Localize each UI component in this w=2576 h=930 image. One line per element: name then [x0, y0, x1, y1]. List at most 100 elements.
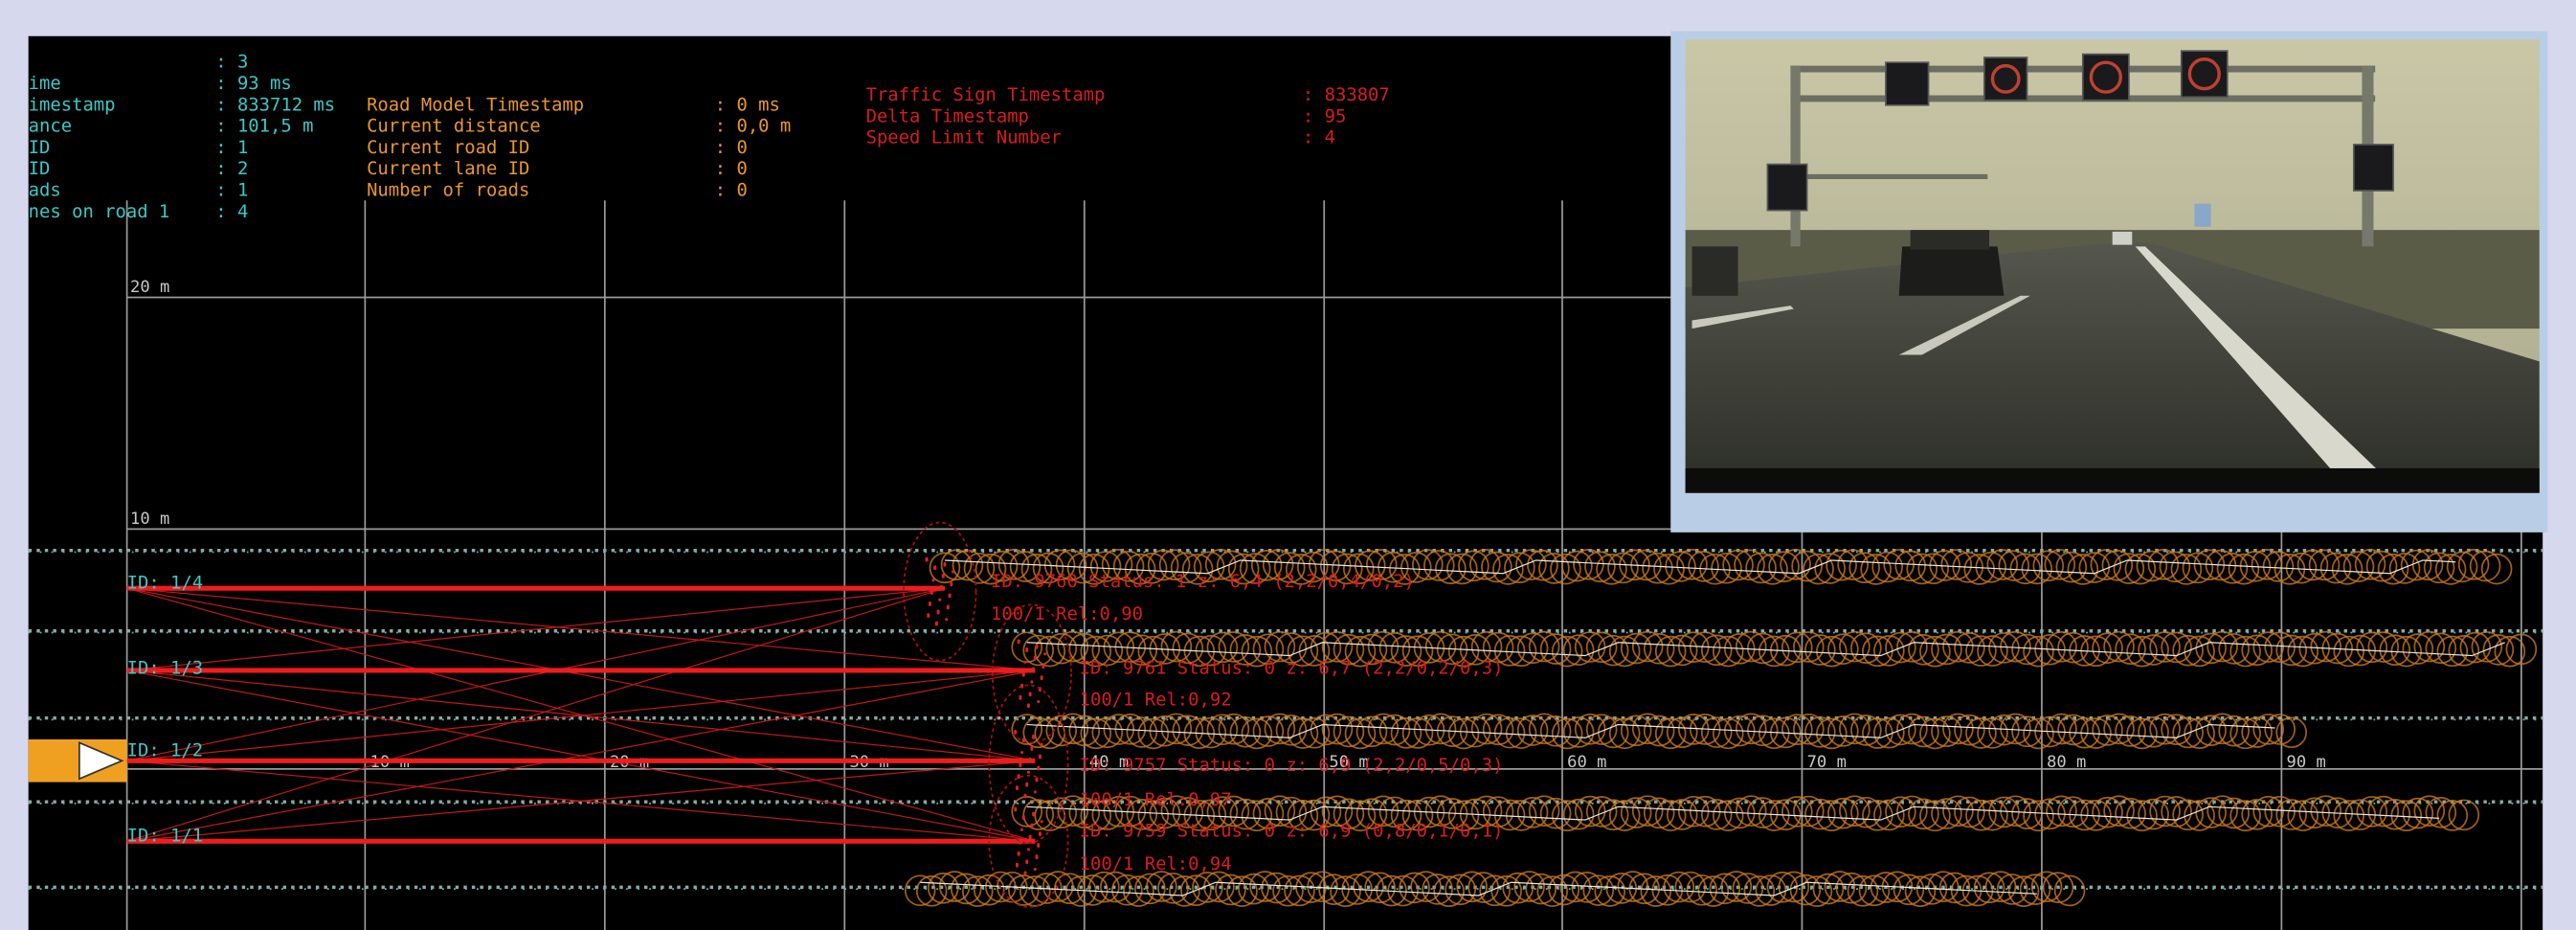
car-roof: [1911, 230, 1989, 250]
object-point: [930, 592, 933, 595]
road-model-label: Current lane ID: [367, 158, 529, 179]
object-point: [947, 606, 950, 609]
info-value: : 4: [215, 201, 248, 222]
object-point: [1030, 748, 1033, 751]
object-point: [1025, 649, 1028, 652]
road-model-value: : 0: [715, 137, 748, 158]
object-point: [1029, 760, 1032, 762]
road-model-label: Current distance: [367, 116, 541, 137]
screen: 20 m10 m10 m20 m30 m40 m50 m60 m70 m80 m…: [0, 0, 2576, 930]
road-model-label: Current road ID: [367, 137, 529, 158]
object-point: [1023, 795, 1026, 798]
x-label: 80 m: [2047, 753, 2086, 772]
object-point: [1041, 743, 1043, 746]
object-point: [1027, 848, 1030, 851]
info-value: : 1: [215, 180, 248, 201]
info-label: nes on road 1: [29, 201, 170, 222]
ego-vehicle: [29, 739, 79, 783]
object-point: [931, 578, 934, 581]
object-point: [1032, 737, 1035, 739]
object-point: [1019, 764, 1021, 767]
object-point: [1029, 693, 1032, 696]
y-label: 20 m: [130, 278, 169, 297]
gantry: [1807, 174, 1988, 179]
road-model-value: : 0: [715, 158, 748, 179]
traffic-sign-label: Delta Timestamp: [866, 105, 1029, 126]
object-point: [1014, 808, 1017, 811]
object-point: [1037, 700, 1040, 703]
info-value: : 101,5 m: [215, 116, 313, 137]
object-point: [952, 570, 954, 573]
object-point: [1014, 732, 1017, 735]
object-point: [1043, 652, 1046, 655]
object-point: [942, 576, 945, 578]
object-point: [1018, 853, 1020, 856]
object-point: [1020, 751, 1023, 754]
camera-bottom-bar: [1686, 468, 2540, 493]
lane-id: ID: 1/1: [127, 826, 203, 847]
object-info: 100/1 Rel:0,94: [1080, 853, 1232, 874]
sign: [1886, 62, 1929, 105]
info-value: : 1: [215, 137, 248, 158]
road-model-label: Road Model Timestamp: [367, 94, 584, 115]
object-info: ID: 9761 Status: 0 z: 6,7 (2,2/0,2/0,3): [1080, 658, 1504, 679]
object-point: [943, 564, 946, 567]
object-point: [927, 615, 930, 618]
object-info: ID: 9759 Status: 0 z: 6,9 (0,8/0,1/0,1): [1080, 821, 1504, 842]
y-label: 10 m: [130, 510, 169, 529]
info-label: ance: [29, 116, 72, 137]
object-point: [1027, 705, 1030, 708]
object-info: 100/1 Rel:0,97: [1080, 789, 1232, 810]
object-point: [1035, 856, 1038, 859]
x-label: 90 m: [2287, 753, 2326, 772]
object-point: [1035, 646, 1038, 648]
object-info: 100/1 Rel:0,90: [991, 603, 1143, 624]
object-point: [1030, 825, 1033, 828]
object-point: [949, 595, 952, 598]
object-point: [1039, 833, 1042, 836]
object-point: [1022, 674, 1025, 677]
object-point: [1019, 842, 1021, 845]
object-info: ID: 9757 Status: 0 z: 6,9 (2,2/0,5/0,3): [1080, 755, 1504, 776]
traffic-sign-value: : 95: [1303, 105, 1346, 126]
object-point: [1016, 865, 1019, 868]
car: [1692, 246, 1738, 295]
info-value: : 3: [215, 52, 248, 73]
camera-view: [1670, 32, 2547, 533]
object-point: [1039, 756, 1042, 759]
object-point: [929, 603, 931, 606]
object-point: [1029, 836, 1032, 839]
object-point: [1022, 739, 1025, 742]
sign: [1984, 57, 2027, 101]
lane-id: ID: 1/3: [127, 658, 203, 679]
object-point: [1022, 817, 1025, 820]
car: [1899, 246, 2005, 295]
object-point: [1023, 873, 1026, 875]
object-point: [1018, 641, 1020, 644]
object-point: [1041, 820, 1043, 823]
info-value: : 93 ms: [215, 73, 291, 94]
sign: [2194, 204, 2210, 227]
object-info: ID: 9760 Status: 1 z: 6,4 (2,2/0,4/0,2): [991, 571, 1415, 592]
object-point: [1035, 779, 1038, 782]
object-point: [950, 583, 952, 586]
object-point: [1037, 767, 1040, 770]
gantry-pole: [1790, 66, 1800, 247]
object-point: [938, 599, 941, 601]
road-model-value: : 0: [715, 180, 748, 201]
object-point: [1030, 680, 1033, 683]
road-model-label: Number of roads: [367, 180, 529, 201]
object-point: [933, 567, 936, 570]
object-point: [940, 587, 943, 590]
object-point: [1034, 868, 1037, 871]
traffic-sign-value: : 833807: [1303, 84, 1390, 105]
object-point: [1027, 771, 1030, 774]
object-point: [1034, 657, 1037, 660]
info-value: : 2: [215, 158, 248, 179]
object-point: [1023, 661, 1026, 664]
info-label: ads: [29, 180, 61, 201]
info-label: ID: [29, 158, 51, 179]
traffic-sign-label: Traffic Sign Timestamp: [866, 84, 1106, 105]
car: [2113, 232, 2133, 245]
sign: [1767, 165, 1806, 211]
